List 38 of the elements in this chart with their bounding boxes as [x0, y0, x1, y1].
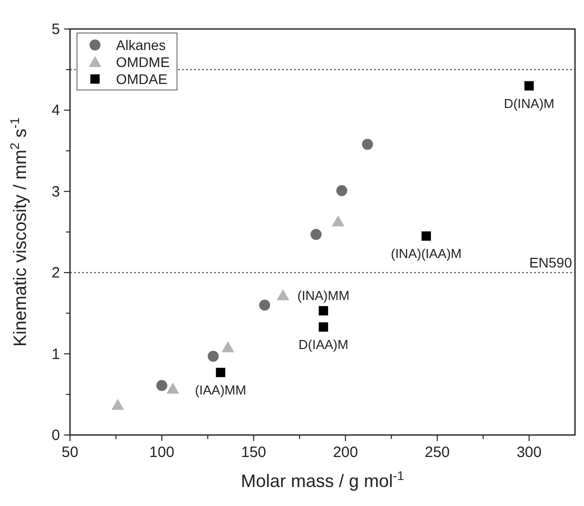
point	[524, 81, 534, 91]
point	[276, 289, 290, 300]
y-tick-label: 4	[52, 102, 60, 120]
point	[156, 380, 168, 391]
x-tick-label: 200	[332, 444, 358, 461]
legend-label: OMDAE	[116, 71, 168, 87]
point	[318, 306, 328, 316]
y-tick-label: 3	[52, 183, 60, 200]
point	[216, 368, 226, 378]
y-tick-label: 2	[52, 264, 60, 282]
point	[336, 185, 348, 196]
annotation: D(INA)M	[504, 96, 554, 111]
y-tick-label: 0	[52, 427, 60, 444]
x-tick-label: 50	[62, 444, 78, 461]
x-tick-label: 250	[424, 444, 450, 461]
annotation: (IAA)MM	[194, 382, 246, 398]
point	[362, 138, 373, 150]
annotation: (INA)(IAA)M	[390, 246, 462, 262]
point	[422, 231, 431, 241]
x-tick-label: 100	[149, 444, 174, 461]
point	[166, 382, 180, 394]
point	[222, 341, 234, 352]
x-tick-label: 300	[516, 444, 542, 461]
point	[259, 300, 270, 311]
point	[310, 228, 322, 240]
annotation: (INA)MM	[297, 288, 350, 303]
x-axis-title: Molar mass / g mol$^{-1}$	[240, 469, 404, 491]
ref-line-label: EN590	[529, 254, 572, 271]
legend-label: Alkanes	[116, 37, 166, 53]
legend-label: OMDME	[116, 54, 170, 70]
y-tick-label: 1	[52, 346, 60, 363]
point	[332, 215, 344, 226]
point	[318, 322, 328, 332]
y-tick-label: 5	[52, 21, 60, 38]
x-tick-label: 150	[241, 444, 266, 461]
point	[111, 398, 124, 410]
point	[208, 350, 219, 362]
annotation: D(IAA)M	[298, 337, 348, 352]
